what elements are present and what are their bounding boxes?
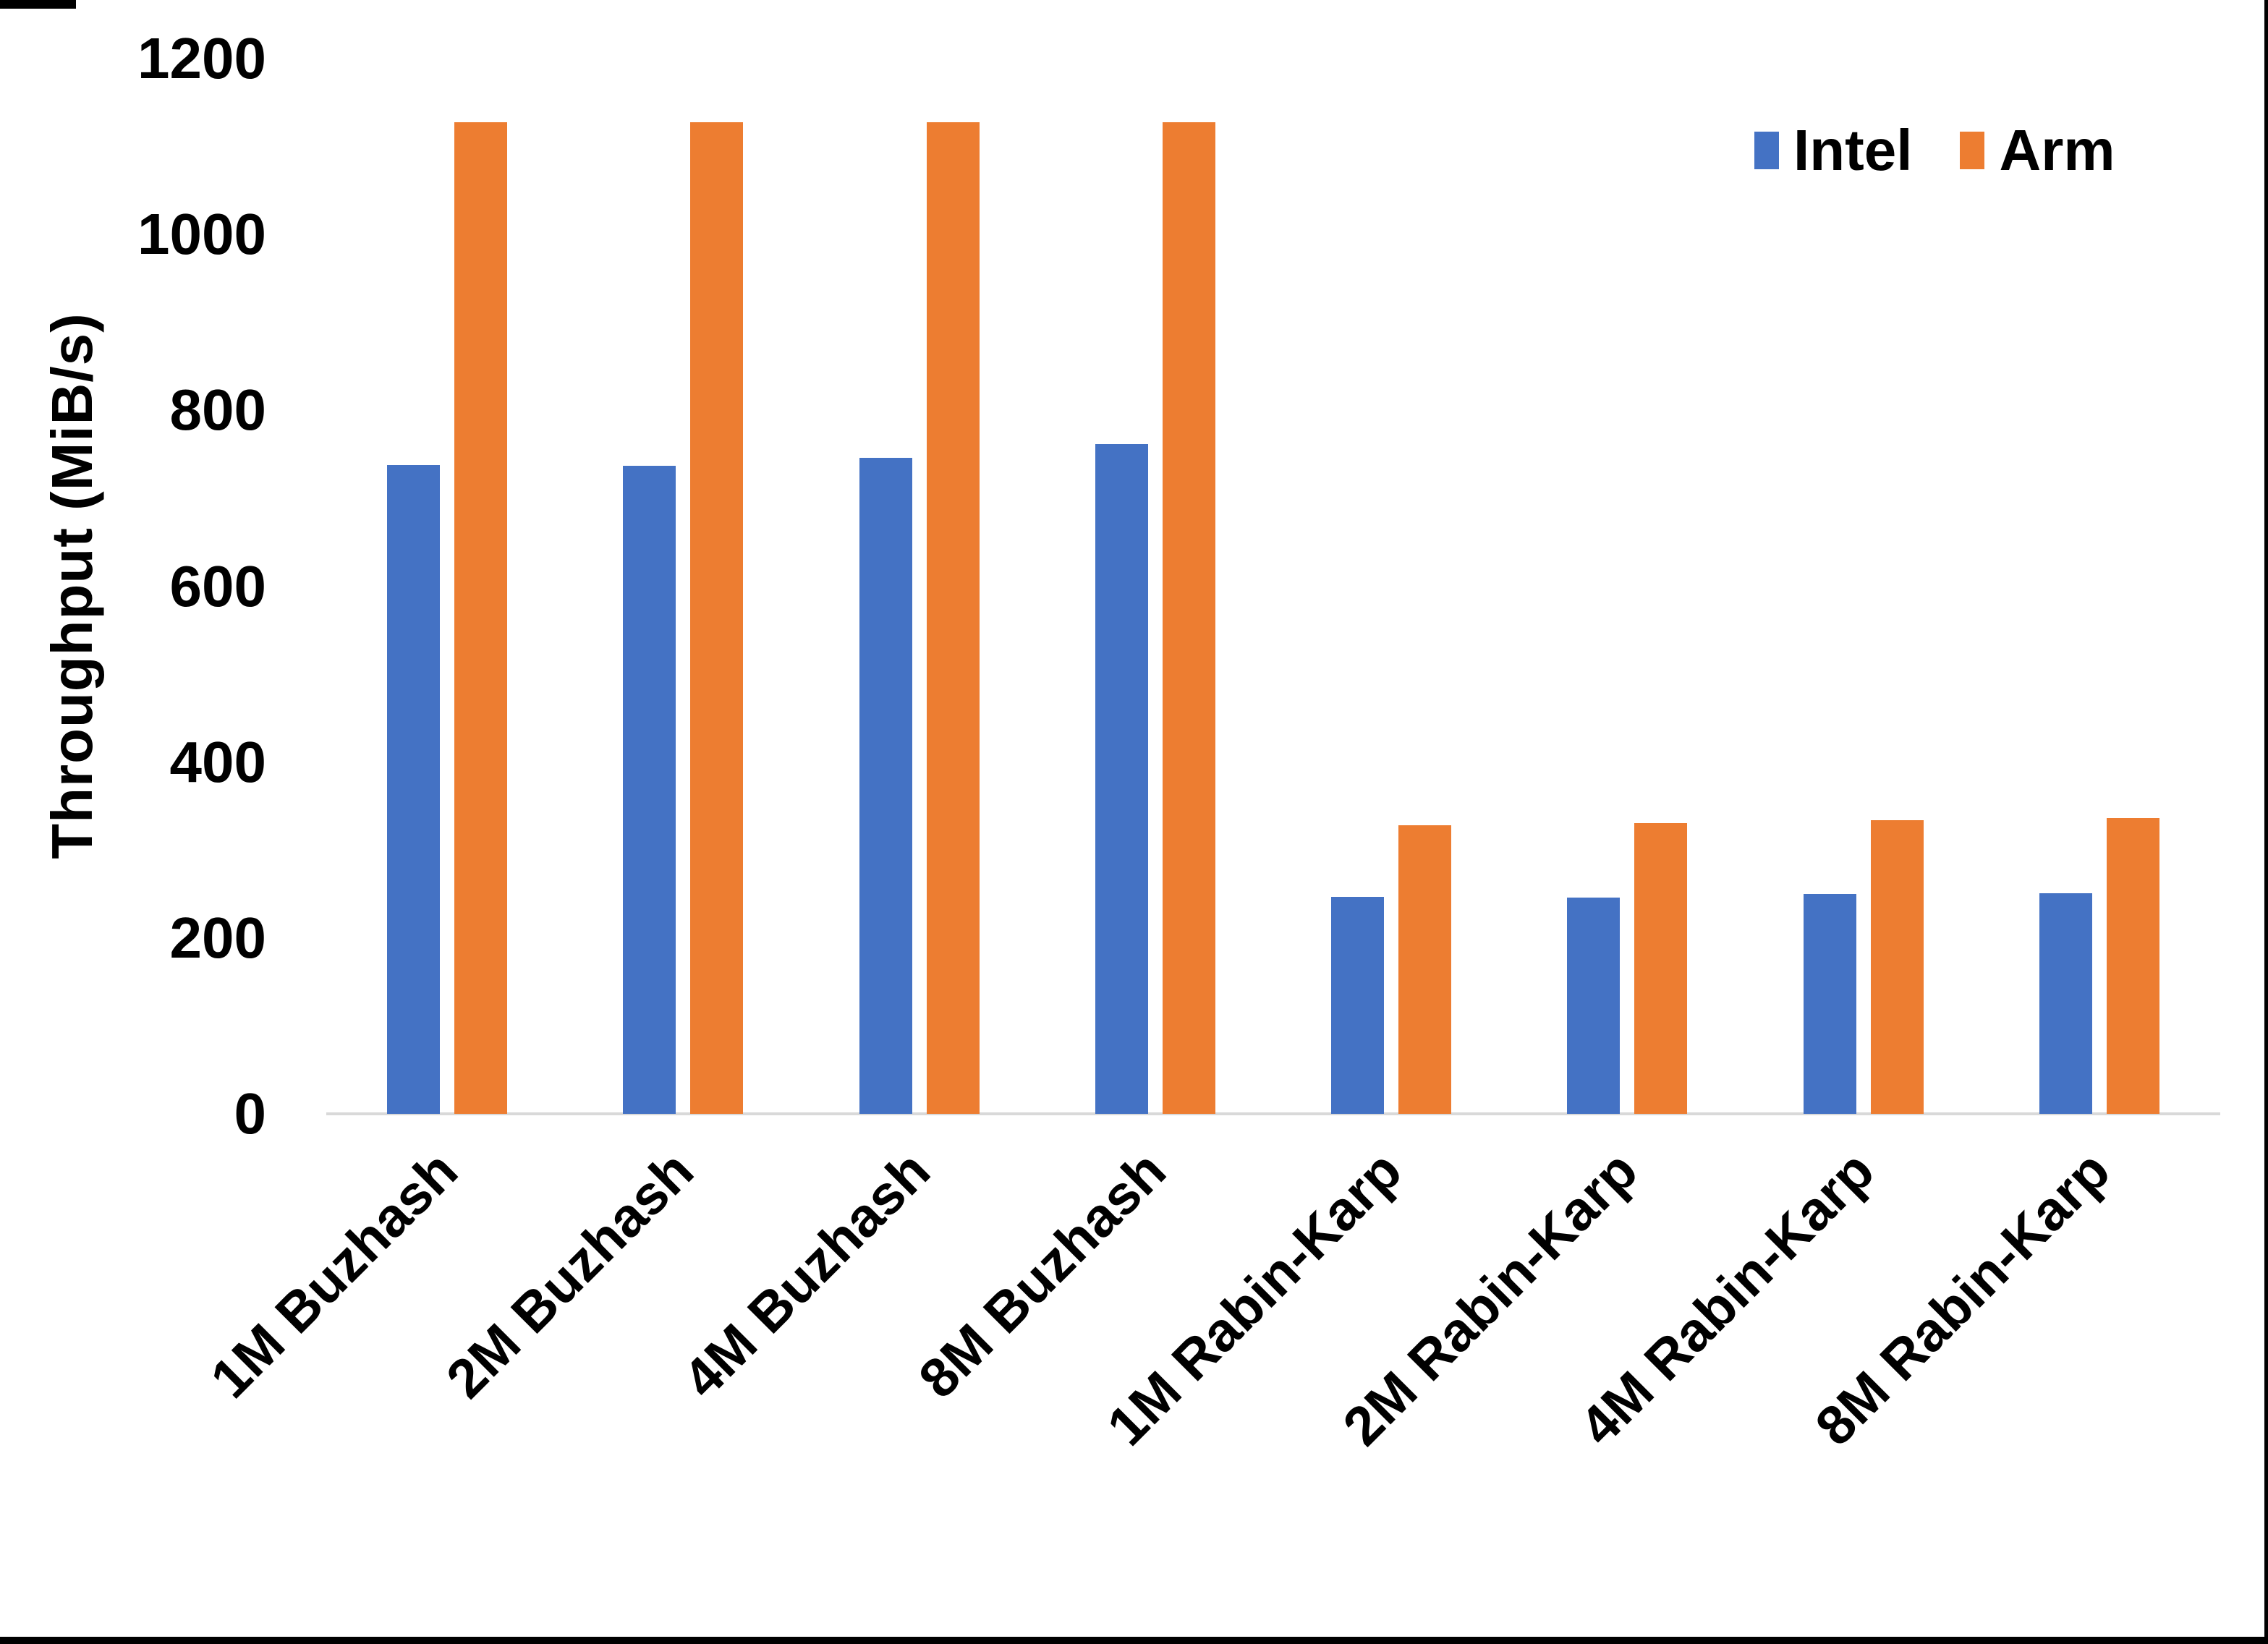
bar-arm-5: [1398, 825, 1452, 1114]
y-tick-label-1000: 1000: [137, 202, 266, 267]
top-left-border-artifact: [0, 0, 76, 9]
category-group-7: [1746, 59, 1982, 1114]
legend-swatch-arm: [1960, 132, 1985, 169]
bottom-border-bar: [0, 1637, 2268, 1644]
bar-intel-3: [859, 458, 912, 1114]
x-category-label-4: 8M Buzhash: [907, 1139, 1178, 1410]
legend-item-intel: Intel: [1754, 122, 1912, 179]
category-group-8: [1982, 59, 2217, 1114]
plot-area: [326, 59, 2220, 1115]
x-category-label-1: 1M Buzhash: [199, 1139, 470, 1410]
y-tick-label-400: 400: [169, 729, 266, 794]
category-group-1: [329, 59, 565, 1114]
category-group-3: [802, 59, 1037, 1114]
bar-arm-7: [1870, 820, 1924, 1114]
legend: Intel Arm: [1754, 122, 2115, 179]
bar-intel-5: [1331, 897, 1385, 1114]
y-tick-label-600: 600: [169, 553, 266, 618]
bar-intel-7: [1803, 894, 1856, 1114]
bar-arm-6: [1634, 823, 1688, 1114]
legend-item-arm: Arm: [1960, 122, 2115, 179]
category-group-4: [1037, 59, 1273, 1114]
bar-arm-4: [1162, 122, 1215, 1114]
bar-arm-8: [2106, 818, 2159, 1114]
bar-arm-1: [454, 122, 508, 1114]
y-tick-label-0: 0: [234, 1081, 267, 1146]
right-border-bar: [2264, 0, 2268, 1644]
category-group-6: [1509, 59, 1745, 1114]
bar-arm-2: [690, 122, 744, 1114]
category-group-5: [1273, 59, 1509, 1114]
legend-label-intel: Intel: [1793, 118, 1913, 182]
y-tick-label-800: 800: [169, 378, 266, 443]
bar-intel-2: [623, 466, 676, 1114]
y-tick-label-200: 200: [169, 905, 266, 970]
x-category-label-3: 4M Buzhash: [671, 1139, 942, 1410]
y-tick-label-1200: 1200: [137, 26, 266, 90]
bar-intel-6: [1567, 898, 1621, 1114]
bar-intel-8: [2039, 893, 2092, 1114]
legend-label-arm: Arm: [1999, 118, 2115, 182]
bar-intel-4: [1095, 444, 1148, 1114]
x-axis-line: [326, 1112, 2220, 1115]
legend-swatch-intel: [1754, 132, 1779, 169]
x-category-label-2: 2M Buzhash: [435, 1139, 706, 1410]
category-group-2: [565, 59, 801, 1114]
bar-arm-3: [926, 122, 980, 1114]
bar-intel-1: [387, 465, 441, 1114]
